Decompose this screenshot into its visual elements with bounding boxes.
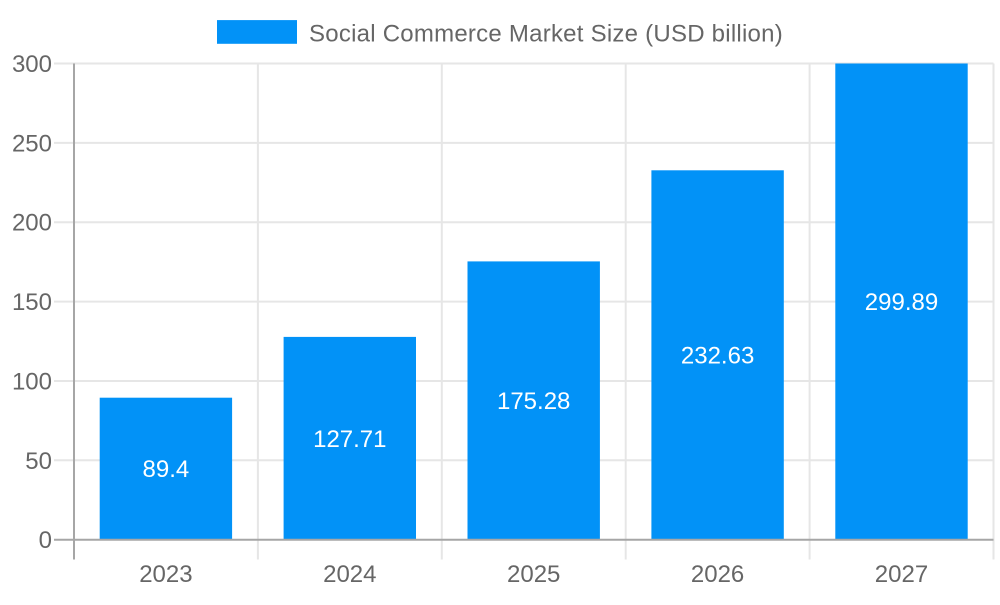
- svg-text:2027: 2027: [875, 561, 928, 588]
- svg-text:0: 0: [39, 527, 52, 554]
- svg-text:Social Commerce Market Size (U: Social Commerce Market Size (USD billion…: [309, 21, 783, 48]
- svg-text:300: 300: [12, 51, 52, 78]
- svg-text:2025: 2025: [507, 561, 560, 588]
- svg-text:2026: 2026: [691, 561, 744, 588]
- svg-text:2023: 2023: [139, 561, 192, 588]
- svg-text:250: 250: [12, 130, 52, 157]
- svg-text:2024: 2024: [323, 561, 376, 588]
- svg-text:127.71: 127.71: [313, 426, 386, 453]
- svg-text:100: 100: [12, 369, 52, 396]
- svg-text:299.89: 299.89: [865, 289, 938, 316]
- svg-text:150: 150: [12, 289, 52, 316]
- svg-text:50: 50: [25, 448, 52, 475]
- svg-text:232.63: 232.63: [681, 343, 754, 370]
- svg-text:89.4: 89.4: [143, 456, 190, 483]
- svg-text:175.28: 175.28: [497, 388, 570, 415]
- svg-text:200: 200: [12, 210, 52, 237]
